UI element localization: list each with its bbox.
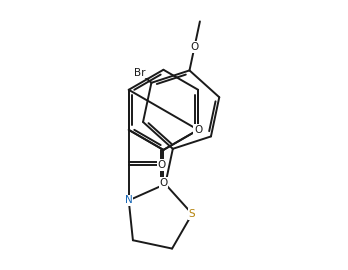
Text: S: S — [189, 209, 196, 219]
Text: O: O — [157, 160, 166, 170]
Text: O: O — [159, 178, 167, 188]
Text: O: O — [194, 125, 202, 135]
Text: Br: Br — [134, 68, 146, 77]
Text: N: N — [125, 195, 133, 205]
Text: O: O — [190, 42, 199, 52]
